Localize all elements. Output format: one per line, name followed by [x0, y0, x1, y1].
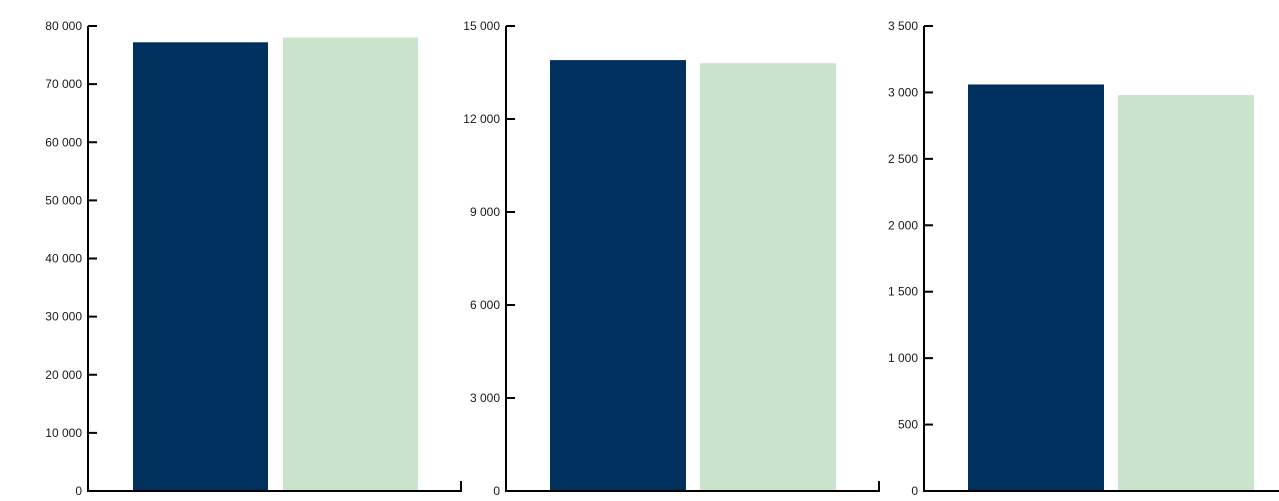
y-tick-label: 2 000 — [888, 218, 918, 232]
bar-1 — [133, 42, 268, 492]
y-tick-label: 3 000 — [888, 85, 918, 99]
bar-2 — [700, 63, 836, 491]
y-tick-label: 70 000 — [45, 77, 82, 91]
y-tick-label: 15 000 — [463, 19, 500, 33]
y-tick-label: 20 000 — [45, 368, 82, 382]
y-tick-label: 0 — [911, 484, 918, 498]
chart-panel-2: 0 3 000 6 000 9 000 12 000 15 000 — [463, 19, 880, 498]
y-tick-label: 0 — [75, 484, 82, 498]
chart-panel-1: 0 10 000 20 000 30 000 40 000 50 000 60 000 70 … — [45, 19, 462, 498]
y-tick-label: 500 — [898, 418, 918, 432]
y-tick-label: 6 000 — [470, 298, 500, 312]
chart-panel-3: 0 500 1 000 1 500 2 000 2 500 3 000 3 500 — [888, 19, 1279, 498]
y-tick-label: 80 000 — [45, 19, 82, 33]
bar-1 — [550, 60, 686, 491]
y-tick-label: 1 000 — [888, 351, 918, 365]
y-tick-label: 2 500 — [888, 152, 918, 166]
y-tick-label: 10 000 — [45, 426, 82, 440]
bar-2 — [283, 37, 418, 491]
y-tick-label: 3 500 — [888, 19, 918, 33]
bar-1 — [968, 84, 1104, 491]
y-tick-label: 30 000 — [45, 310, 82, 324]
y-tick-label: 9 000 — [470, 205, 500, 219]
y-tick-label: 12 000 — [463, 112, 500, 126]
y-tick-label: 1 500 — [888, 285, 918, 299]
y-tick-label: 3 000 — [470, 391, 500, 405]
y-tick-label: 0 — [493, 484, 500, 498]
bar-2 — [1118, 95, 1254, 491]
y-tick-label: 40 000 — [45, 252, 82, 266]
y-tick-label: 60 000 — [45, 135, 82, 149]
y-tick-label: 50 000 — [45, 193, 82, 207]
